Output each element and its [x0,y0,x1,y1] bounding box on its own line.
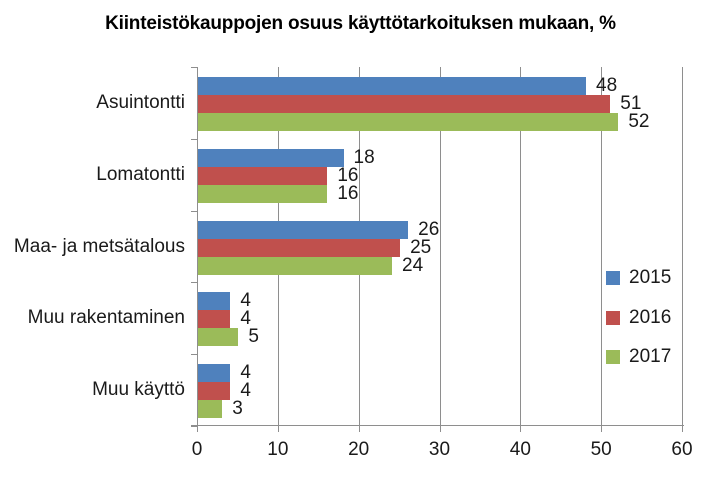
x-axis-tick [277,426,279,432]
legend-label: 2015 [629,267,672,288]
category-label: Muu rakentaminen [27,307,185,329]
legend-item-2016: 2016 [606,306,672,328]
bar-2017 [198,400,223,419]
y-axis-line [197,67,198,432]
legend-swatch-icon [606,271,620,285]
bar-2017 [198,256,392,275]
bar-2015 [198,148,344,167]
chart-title: Kiinteistökauppojen osuus käyttötarkoitu… [105,13,616,34]
bar-2017 [198,113,619,131]
x-axis-line [191,425,684,426]
x-tick-label: 20 [348,439,370,460]
x-axis-tick [520,426,522,432]
gridline [520,67,522,426]
legend-swatch-icon [606,310,620,325]
x-tick-label: 40 [509,439,531,460]
x-axis-tick [439,426,441,432]
bar-2016 [198,95,611,113]
legend-label: 2017 [629,346,672,367]
data-label: 3 [232,398,243,420]
gridline [601,67,603,426]
data-label: 25 [410,236,432,258]
bar-2016 [198,166,328,185]
x-tick-label: 60 [671,439,693,460]
y-axis-tick [191,210,197,212]
x-tick-label: 30 [428,439,451,460]
gridline [682,67,683,426]
x-tick-label: 10 [267,439,289,460]
category-label: Lomatontti [96,163,185,185]
bar-2015 [198,220,409,239]
category-label: Asuintontti [96,91,185,113]
data-label: 16 [337,182,359,204]
x-axis-tick [358,426,360,432]
data-label: 48 [596,75,618,96]
bar-2016 [198,238,401,257]
data-label: 5 [248,326,259,348]
data-label: 4 [240,290,251,312]
bar-2016 [198,310,231,329]
category-label: Maa- ja metsätalous [13,235,185,257]
data-label: 16 [337,164,359,186]
category-label: Muu käyttö [92,379,185,401]
x-tick-label: 50 [590,439,612,460]
bar-2015 [198,292,231,311]
legend-item-2015: 2015 [606,267,672,288]
data-label: 18 [353,146,375,168]
x-axis-tick [197,426,198,432]
legend-item-2017: 2017 [606,346,672,367]
x-axis-tick [601,426,603,432]
data-label: 51 [620,93,642,114]
legend-swatch-icon [606,350,620,364]
x-axis-tick [682,426,683,432]
data-label: 26 [418,218,440,240]
data-label: 4 [240,380,251,402]
y-axis-tick [191,138,197,140]
bar-2017 [198,184,328,203]
x-tick-label: 0 [191,439,203,460]
bar-2015 [198,77,586,95]
y-axis-tick [191,282,197,284]
data-label: 4 [240,308,251,330]
bar-2017 [198,328,239,347]
y-axis-tick [191,354,197,356]
gridline [439,67,441,426]
bar-2015 [198,364,231,383]
data-label: 52 [628,111,650,132]
bar-2016 [198,382,231,401]
legend-label: 2016 [629,306,672,328]
data-label: 4 [240,362,251,384]
y-axis-tick [191,426,197,427]
data-label: 24 [402,254,424,276]
y-axis-tick [191,67,197,68]
